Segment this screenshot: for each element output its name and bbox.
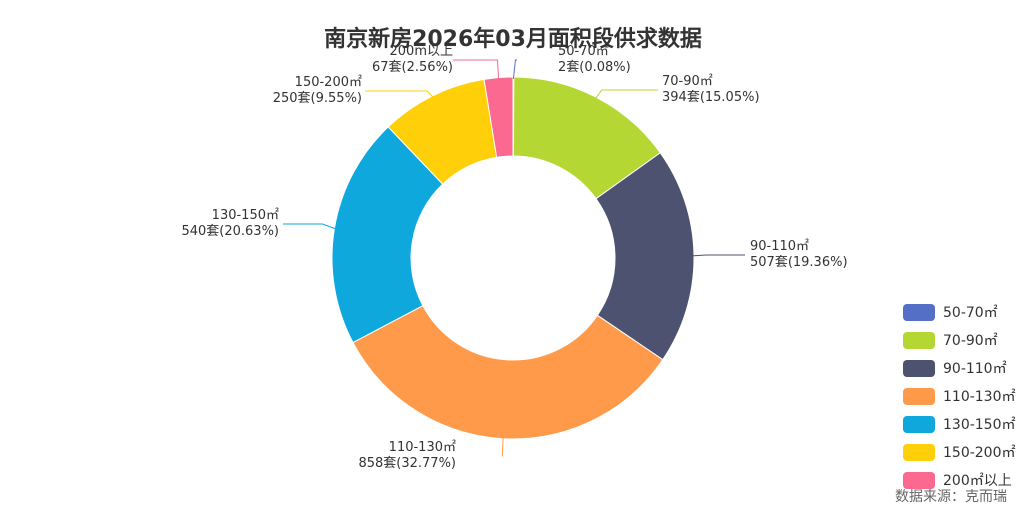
legend-label-5: 130-150㎡ [943, 417, 1016, 433]
slice-label-value-2: 394套(15.05%) [662, 89, 760, 105]
leader-line-3 [691, 254, 745, 257]
slice-7[interactable] [483, 76, 514, 158]
slice-4[interactable] [352, 304, 664, 440]
leader-line-6 [365, 90, 434, 99]
data-source: 数据来源：克而瑞 [895, 489, 1007, 505]
slice-label-value-3: 507套(19.36%) [750, 254, 848, 270]
legend-swatch-3 [903, 359, 935, 377]
leader-line-1 [512, 59, 517, 80]
legend-item-6[interactable]: 150-200㎡ [903, 438, 1016, 466]
legend-swatch-2 [903, 331, 935, 349]
leader-line-7 [453, 59, 500, 80]
legend-item-2[interactable]: 70-90㎡ [903, 326, 1016, 354]
slice-5[interactable] [331, 126, 444, 344]
slice-3[interactable] [595, 152, 695, 361]
legend-swatch-4 [903, 387, 935, 405]
slice-label-name-6: 150-200㎡ [295, 75, 362, 90]
slice-label-name-5: 130-150㎡ [212, 208, 279, 223]
legend-label-4: 110-130㎡ [943, 389, 1016, 405]
slice-label-name-7: 200m以上 [390, 44, 453, 59]
legend-label-7: 200㎡以上 [943, 473, 1012, 489]
legend-swatch-7 [903, 471, 935, 489]
legend-label-2: 70-90㎡ [943, 333, 998, 349]
leader-line-4 [501, 436, 504, 457]
legend-label-3: 90-110㎡ [943, 361, 1007, 377]
slice-label-value-1: 2套(0.08%) [558, 59, 631, 75]
legend-item-1[interactable]: 50-70㎡ [903, 298, 1016, 326]
slice-label-value-7: 67套(2.56%) [372, 59, 453, 75]
legend-item-3[interactable]: 90-110㎡ [903, 354, 1016, 382]
legend-item-5[interactable]: 130-150㎡ [903, 410, 1016, 438]
leader-line-5 [283, 223, 337, 230]
slice-label-value-6: 250套(9.55%) [273, 90, 362, 106]
leader-line-2 [594, 89, 658, 100]
slice-label-name-3: 90-110㎡ [750, 239, 809, 254]
legend-swatch-6 [903, 443, 935, 461]
slice-label-name-4: 110-130㎡ [389, 440, 456, 455]
slice-label-value-5: 540套(20.63%) [181, 223, 279, 239]
legend-item-7[interactable]: 200㎡以上 [903, 466, 1016, 494]
legend: 50-70㎡ 70-90㎡ 90-110㎡ 110-130㎡ 130-150㎡ 150-2… [903, 298, 1016, 494]
slice-label-value-4: 858套(32.77%) [358, 455, 456, 471]
legend-item-4[interactable]: 110-130㎡ [903, 382, 1016, 410]
legend-swatch-1 [903, 303, 935, 321]
slice-label-name-1: 50-70㎡ [558, 44, 609, 59]
legend-swatch-5 [903, 415, 935, 433]
slice-label-name-2: 70-90㎡ [662, 74, 713, 89]
chart-title: 南京新房2026年03月面积段供求数据 [324, 26, 702, 52]
legend-label-6: 150-200㎡ [943, 445, 1016, 461]
legend-label-1: 50-70㎡ [943, 305, 998, 321]
